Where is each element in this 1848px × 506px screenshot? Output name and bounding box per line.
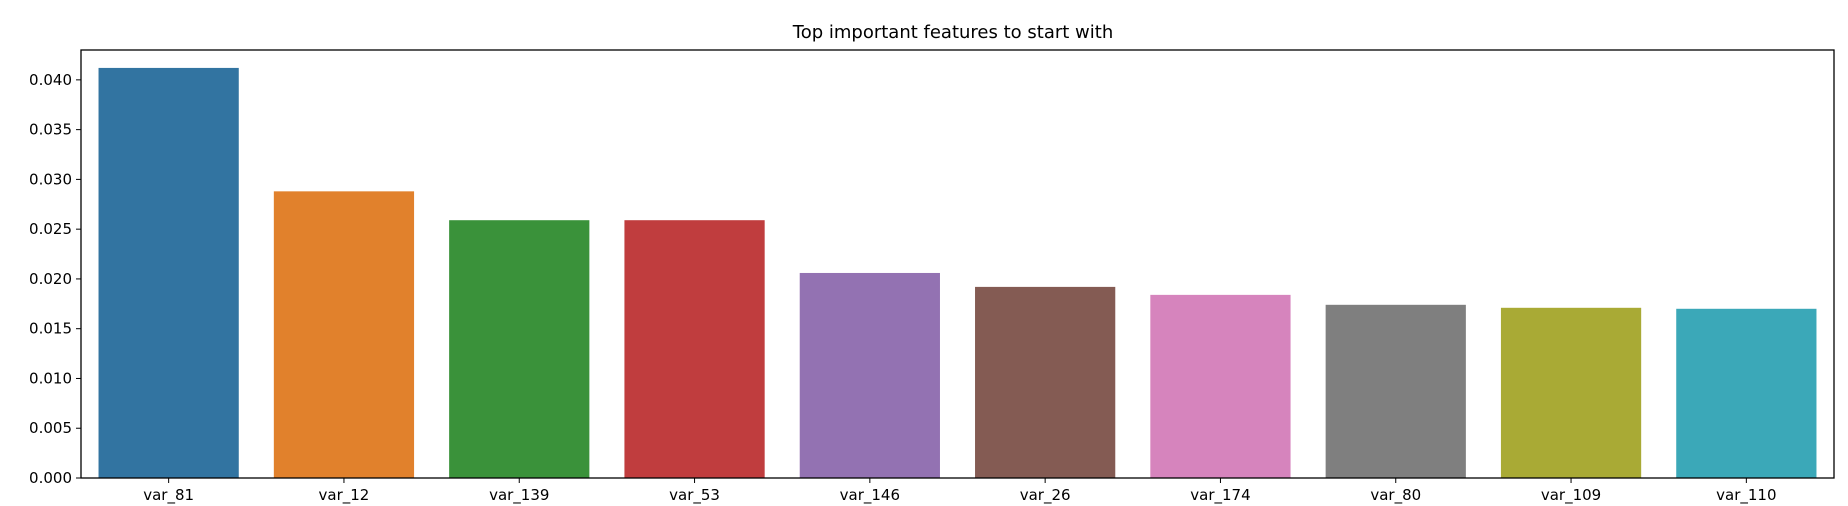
y-tick-label: 0.030: [29, 170, 72, 188]
x-tick-label: var_12: [319, 486, 370, 505]
y-tick-label: 0.015: [29, 320, 72, 338]
bar-var-139: [449, 220, 590, 478]
chart-title: Top important features to start with: [792, 22, 1113, 43]
x-axis: var_81 var_12 var_139 var_53 var_146 var_26 va…: [143, 478, 1777, 505]
y-tick-label: 0.025: [29, 220, 72, 238]
bar-var-81: [98, 67, 239, 479]
x-tick-label: var_80: [1370, 486, 1421, 505]
bar-var-26: [975, 286, 1116, 478]
bar-var-110: [1676, 308, 1817, 478]
bar-var-109: [1500, 307, 1642, 478]
y-axis: 0.000 0.005 0.010 0.015 0.020 0.025 0.030 0.035…: [29, 71, 81, 487]
plot-frame: [80, 49, 1835, 479]
x-tick-label: var_53: [669, 486, 720, 505]
bar-var-80: [1325, 304, 1466, 478]
y-tick-label: 0.035: [29, 121, 72, 139]
y-tick-label: 0.010: [29, 369, 72, 387]
x-tick-label: var_81: [143, 486, 194, 505]
bar-var-12: [273, 191, 415, 478]
x-tick-label: var_110: [1716, 486, 1776, 505]
x-tick-label: var_109: [1541, 486, 1601, 505]
x-tick-label: var_139: [489, 486, 549, 505]
bar-group: [98, 67, 1817, 479]
bar-var-53: [624, 220, 765, 478]
y-tick-label: 0.040: [29, 71, 72, 89]
x-tick-label: var_174: [1190, 486, 1250, 505]
bar-var-174: [1150, 294, 1291, 478]
x-tick-label: var_26: [1020, 486, 1071, 505]
y-tick-label: 0.020: [29, 270, 72, 288]
y-tick-label: 0.005: [29, 419, 72, 437]
x-tick-label: var_146: [840, 486, 900, 505]
y-tick-label: 0.000: [29, 469, 72, 487]
bar-var-146: [799, 272, 940, 478]
